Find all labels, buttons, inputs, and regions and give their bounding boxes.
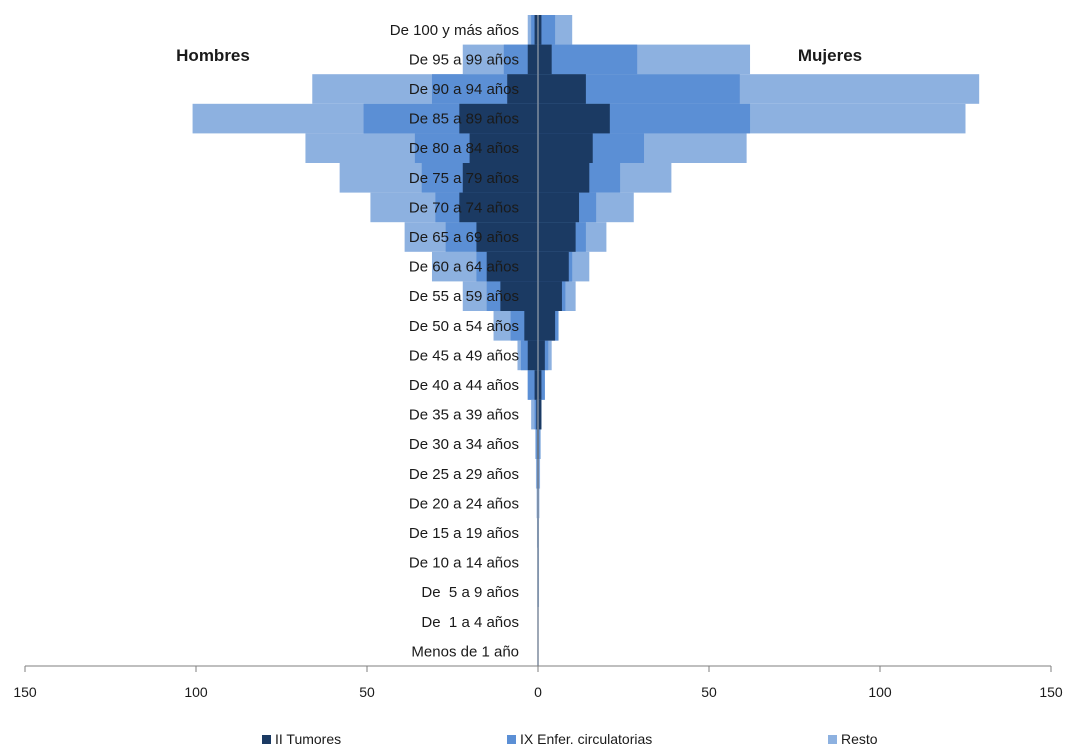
- category-label: De 20 a 24 años: [409, 495, 519, 512]
- category-label: De 90 a 94 años: [409, 81, 519, 98]
- category-label: De 1 a 4 años: [421, 614, 519, 631]
- category-label: De 55 a 59 años: [409, 288, 519, 305]
- category-label: De 65 a 69 años: [409, 229, 519, 246]
- bar-men-ii-tumores-6: [459, 192, 538, 223]
- category-label: De 50 a 54 años: [409, 318, 519, 335]
- category-label: De 100 y más años: [390, 22, 519, 39]
- bar-men-ii-tumores-9: [500, 281, 538, 311]
- bar-women-ii-tumores-0: [538, 15, 542, 45]
- x-tick-label: 50: [359, 684, 375, 700]
- category-label: De 40 a 44 años: [409, 377, 519, 394]
- category-label: De 35 a 39 años: [409, 407, 519, 424]
- bar-women-ii-tumores-6: [538, 192, 580, 223]
- bar-women-ii-tumores-8: [538, 251, 569, 282]
- category-label: De 75 a 79 años: [409, 170, 519, 187]
- legend-label-ii-tumores: II Tumores: [275, 731, 341, 747]
- men-label: Hombres: [176, 46, 250, 65]
- bar-men-ix-enfer-circulatorias-0: [531, 15, 538, 45]
- bar-women-ii-tumores-12: [538, 370, 542, 400]
- legend-label-ix-enfer-circulatorias: IX Enfer. circulatorias: [520, 731, 652, 747]
- bar-men-ii-tumores-8: [486, 251, 538, 282]
- bar-women-ii-tumores-4: [538, 133, 593, 163]
- x-axis: 150 100 50 0 50 100 150: [13, 665, 1063, 700]
- legend-swatch-ii-tumores: [262, 735, 271, 744]
- category-label: De 10 a 14 años: [409, 555, 519, 572]
- bar-women-ix-enfer-circulatorias-12: [538, 370, 545, 400]
- bar-men-ii-tumores-13: [536, 399, 538, 430]
- women-label: Mujeres: [798, 46, 862, 65]
- bar-women-ii-tumores-13: [538, 399, 542, 430]
- bar-men-ii-tumores-0: [534, 15, 538, 45]
- category-label: De 15 a 19 años: [409, 525, 519, 542]
- bar-men-ii-tumores-3: [459, 103, 538, 134]
- bar-women-ii-tumores-10: [538, 311, 556, 341]
- bar-men-resto-13: [531, 399, 538, 430]
- category-label: Menos de 1 año: [411, 643, 519, 660]
- legend-swatch-ix-enfer-circulatorias: [507, 735, 516, 744]
- bar-women-ii-tumores-11: [538, 340, 545, 371]
- bar-men-ii-tumores-10: [524, 311, 538, 341]
- bar-women-ii-tumores-5: [538, 163, 590, 193]
- bar-women-ii-tumores-2: [538, 74, 586, 104]
- bar-men-ii-tumores-11: [527, 340, 538, 371]
- x-tick-label: 150: [13, 684, 37, 700]
- category-label: De 45 a 49 años: [409, 347, 519, 364]
- x-tick-label: 150: [1039, 684, 1063, 700]
- x-tick-label: 50: [701, 684, 717, 700]
- category-label: De 70 a 74 años: [409, 199, 519, 216]
- category-label: De 60 a 64 años: [409, 259, 519, 276]
- bar-men-ii-tumores-12: [534, 370, 538, 400]
- bar-men-ii-tumores-7: [476, 222, 538, 252]
- legend-swatch-resto: [828, 735, 837, 744]
- x-tick-label: 100: [184, 684, 208, 700]
- bar-women-ii-tumores-1: [538, 44, 552, 75]
- x-tick-label: 0: [534, 684, 542, 700]
- bar-men-ii-tumores-2: [507, 74, 538, 104]
- category-label: De 5 a 9 años: [421, 584, 519, 601]
- bar-men-ii-tumores-4: [469, 133, 538, 163]
- bar-women-ii-tumores-3: [538, 103, 610, 134]
- legend-label-resto: Resto: [841, 731, 878, 747]
- bar-men-ii-tumores-5: [462, 163, 538, 193]
- bars-layer: [192, 15, 980, 667]
- bar-women-ii-tumores-7: [538, 222, 576, 252]
- category-label: De 30 a 34 años: [409, 436, 519, 453]
- category-label: De 80 a 84 años: [409, 140, 519, 157]
- legend: II Tumores IX Enfer. circulatorias Resto: [262, 731, 878, 747]
- bar-men-ix-enfer-circulatorias-12: [527, 370, 538, 400]
- category-label: De 95 a 99 años: [409, 51, 519, 68]
- bar-women-ix-enfer-circulatorias-0: [538, 15, 556, 45]
- bar-women-ix-enfer-circulatorias-1: [538, 44, 638, 75]
- bar-men-ii-tumores-1: [527, 44, 538, 75]
- category-label: De 25 a 29 años: [409, 466, 519, 483]
- category-label: De 85 a 89 años: [409, 111, 519, 128]
- x-tick-label: 100: [868, 684, 892, 700]
- category-labels: De 100 y más años De 95 a 99 años De 90 a …: [390, 22, 519, 661]
- bar-women-ii-tumores-9: [538, 281, 562, 311]
